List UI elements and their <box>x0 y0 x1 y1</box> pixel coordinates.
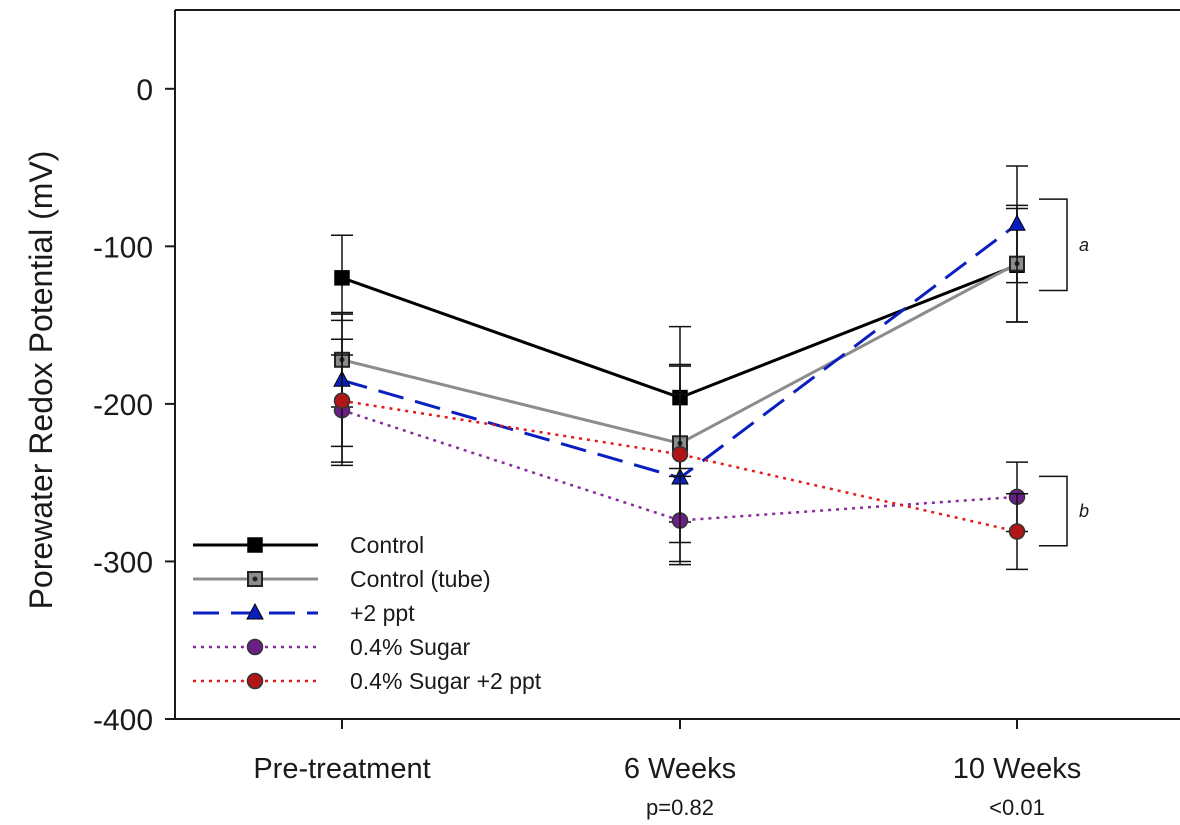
legend-swatch-marker-dot <box>252 576 258 582</box>
x-category-label: 10 Weeks <box>953 753 1081 785</box>
legend-swatch-marker <box>247 537 263 553</box>
legend-swatch-marker <box>246 672 264 690</box>
data-point <box>671 446 689 463</box>
x-category-label: 6 Weeks <box>624 753 736 785</box>
y-tick-label: -100 <box>93 231 153 264</box>
x-category-label: Pre-treatment <box>253 753 430 785</box>
significance-annotations: ab <box>1039 198 1089 547</box>
data-point <box>1008 214 1026 231</box>
y-axis: 0 -100 -200 -300 -400 <box>93 74 175 737</box>
legend-label: +2 ppt <box>350 600 415 626</box>
legend-label: 0.4% Sugar +2 ppt <box>350 668 542 694</box>
x-axis: Pre-treatment 6 Weeks p=0.82 10 Weeks <0.01 <box>253 719 1081 820</box>
data-point <box>1008 523 1026 540</box>
legend-item-0-4-sugar-2-ppt: 0.4% Sugar +2 ppt <box>193 668 542 694</box>
y-tick-label: -300 <box>93 546 153 579</box>
significance-letter: b <box>1079 501 1089 521</box>
legend: Control Control (tube) +2 ppt 0.4% Sugar 0.4… <box>193 532 542 694</box>
legend-label: Control (tube) <box>350 566 491 592</box>
significance-bracket <box>1039 475 1068 547</box>
legend-label: 0.4% Sugar <box>350 634 471 660</box>
legend-swatch-marker <box>246 602 264 620</box>
y-axis-title: Porewater Redox Potential (mV) <box>23 151 59 610</box>
legend-swatch-marker <box>246 638 264 656</box>
legend-item-2-ppt: +2 ppt <box>193 600 415 626</box>
significance-letter: a <box>1079 235 1089 255</box>
series-line-0-4-sugar-2-ppt <box>341 399 1018 533</box>
x-pvalue-label: p=0.82 <box>646 795 714 820</box>
series-0-4-sugar-2-ppt <box>331 338 1028 571</box>
legend-label: Control <box>350 532 424 558</box>
legend-item-control: Control <box>193 532 424 558</box>
legend-item-0-4-sugar: 0.4% Sugar <box>193 634 471 660</box>
y-tick-label: -200 <box>93 389 153 422</box>
series-layer <box>331 165 1028 571</box>
significance-bracket <box>1039 198 1068 292</box>
y-tick-label: 0 <box>136 74 153 107</box>
x-pvalue-label: <0.01 <box>989 795 1045 820</box>
legend-item-control-tube: Control (tube) <box>193 566 491 592</box>
data-point <box>334 270 350 286</box>
y-tick-label: -400 <box>93 704 153 737</box>
data-point <box>333 392 351 409</box>
